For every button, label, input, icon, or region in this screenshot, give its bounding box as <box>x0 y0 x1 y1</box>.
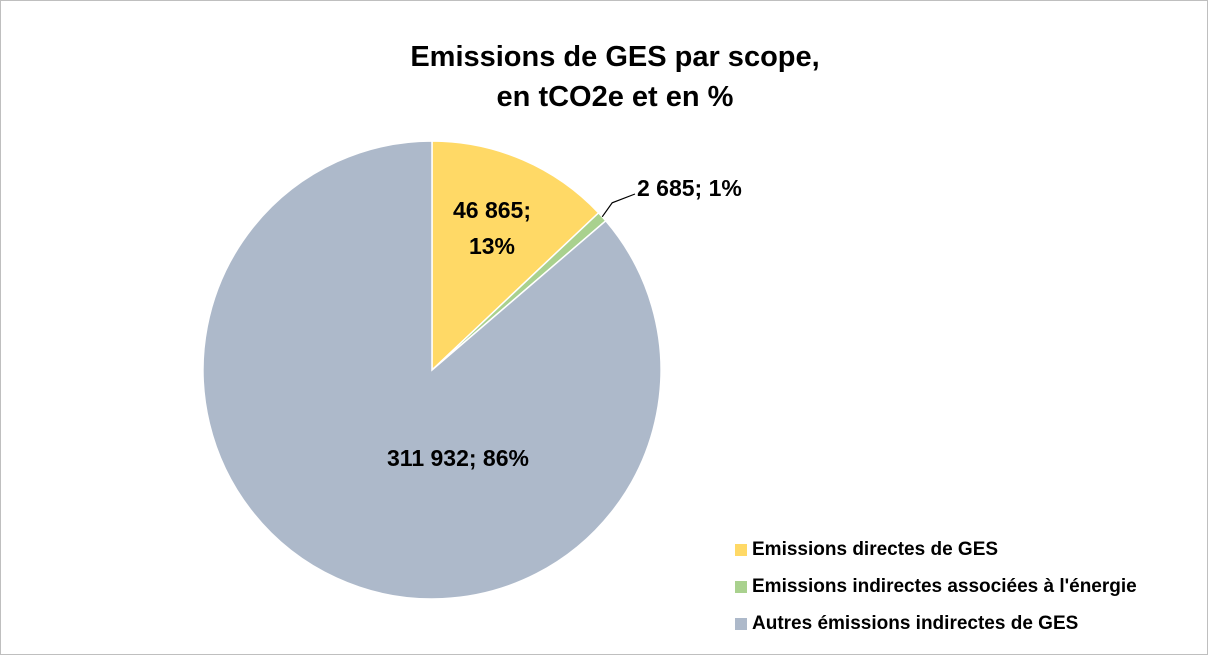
legend-label: Autres émissions indirectes de GES <box>752 613 1078 634</box>
legend-swatch <box>735 618 747 630</box>
data-label: 311 932; 86% <box>387 445 529 471</box>
data-label: 46 865; 13% <box>453 197 531 259</box>
chart-title: Emissions de GES par scope, en tCO2e et e… <box>410 41 819 113</box>
legend-swatch <box>735 581 747 593</box>
legend-label: Emissions directes de GES <box>752 539 998 560</box>
data-label: 2 685; 1% <box>637 175 742 201</box>
pie-slice <box>202 140 662 600</box>
pie-slice <box>431 140 600 372</box>
leader-line <box>601 193 636 218</box>
legend-label: Emissions indirectes associées à l'énerg… <box>752 576 1137 597</box>
legend-swatch <box>735 544 747 556</box>
